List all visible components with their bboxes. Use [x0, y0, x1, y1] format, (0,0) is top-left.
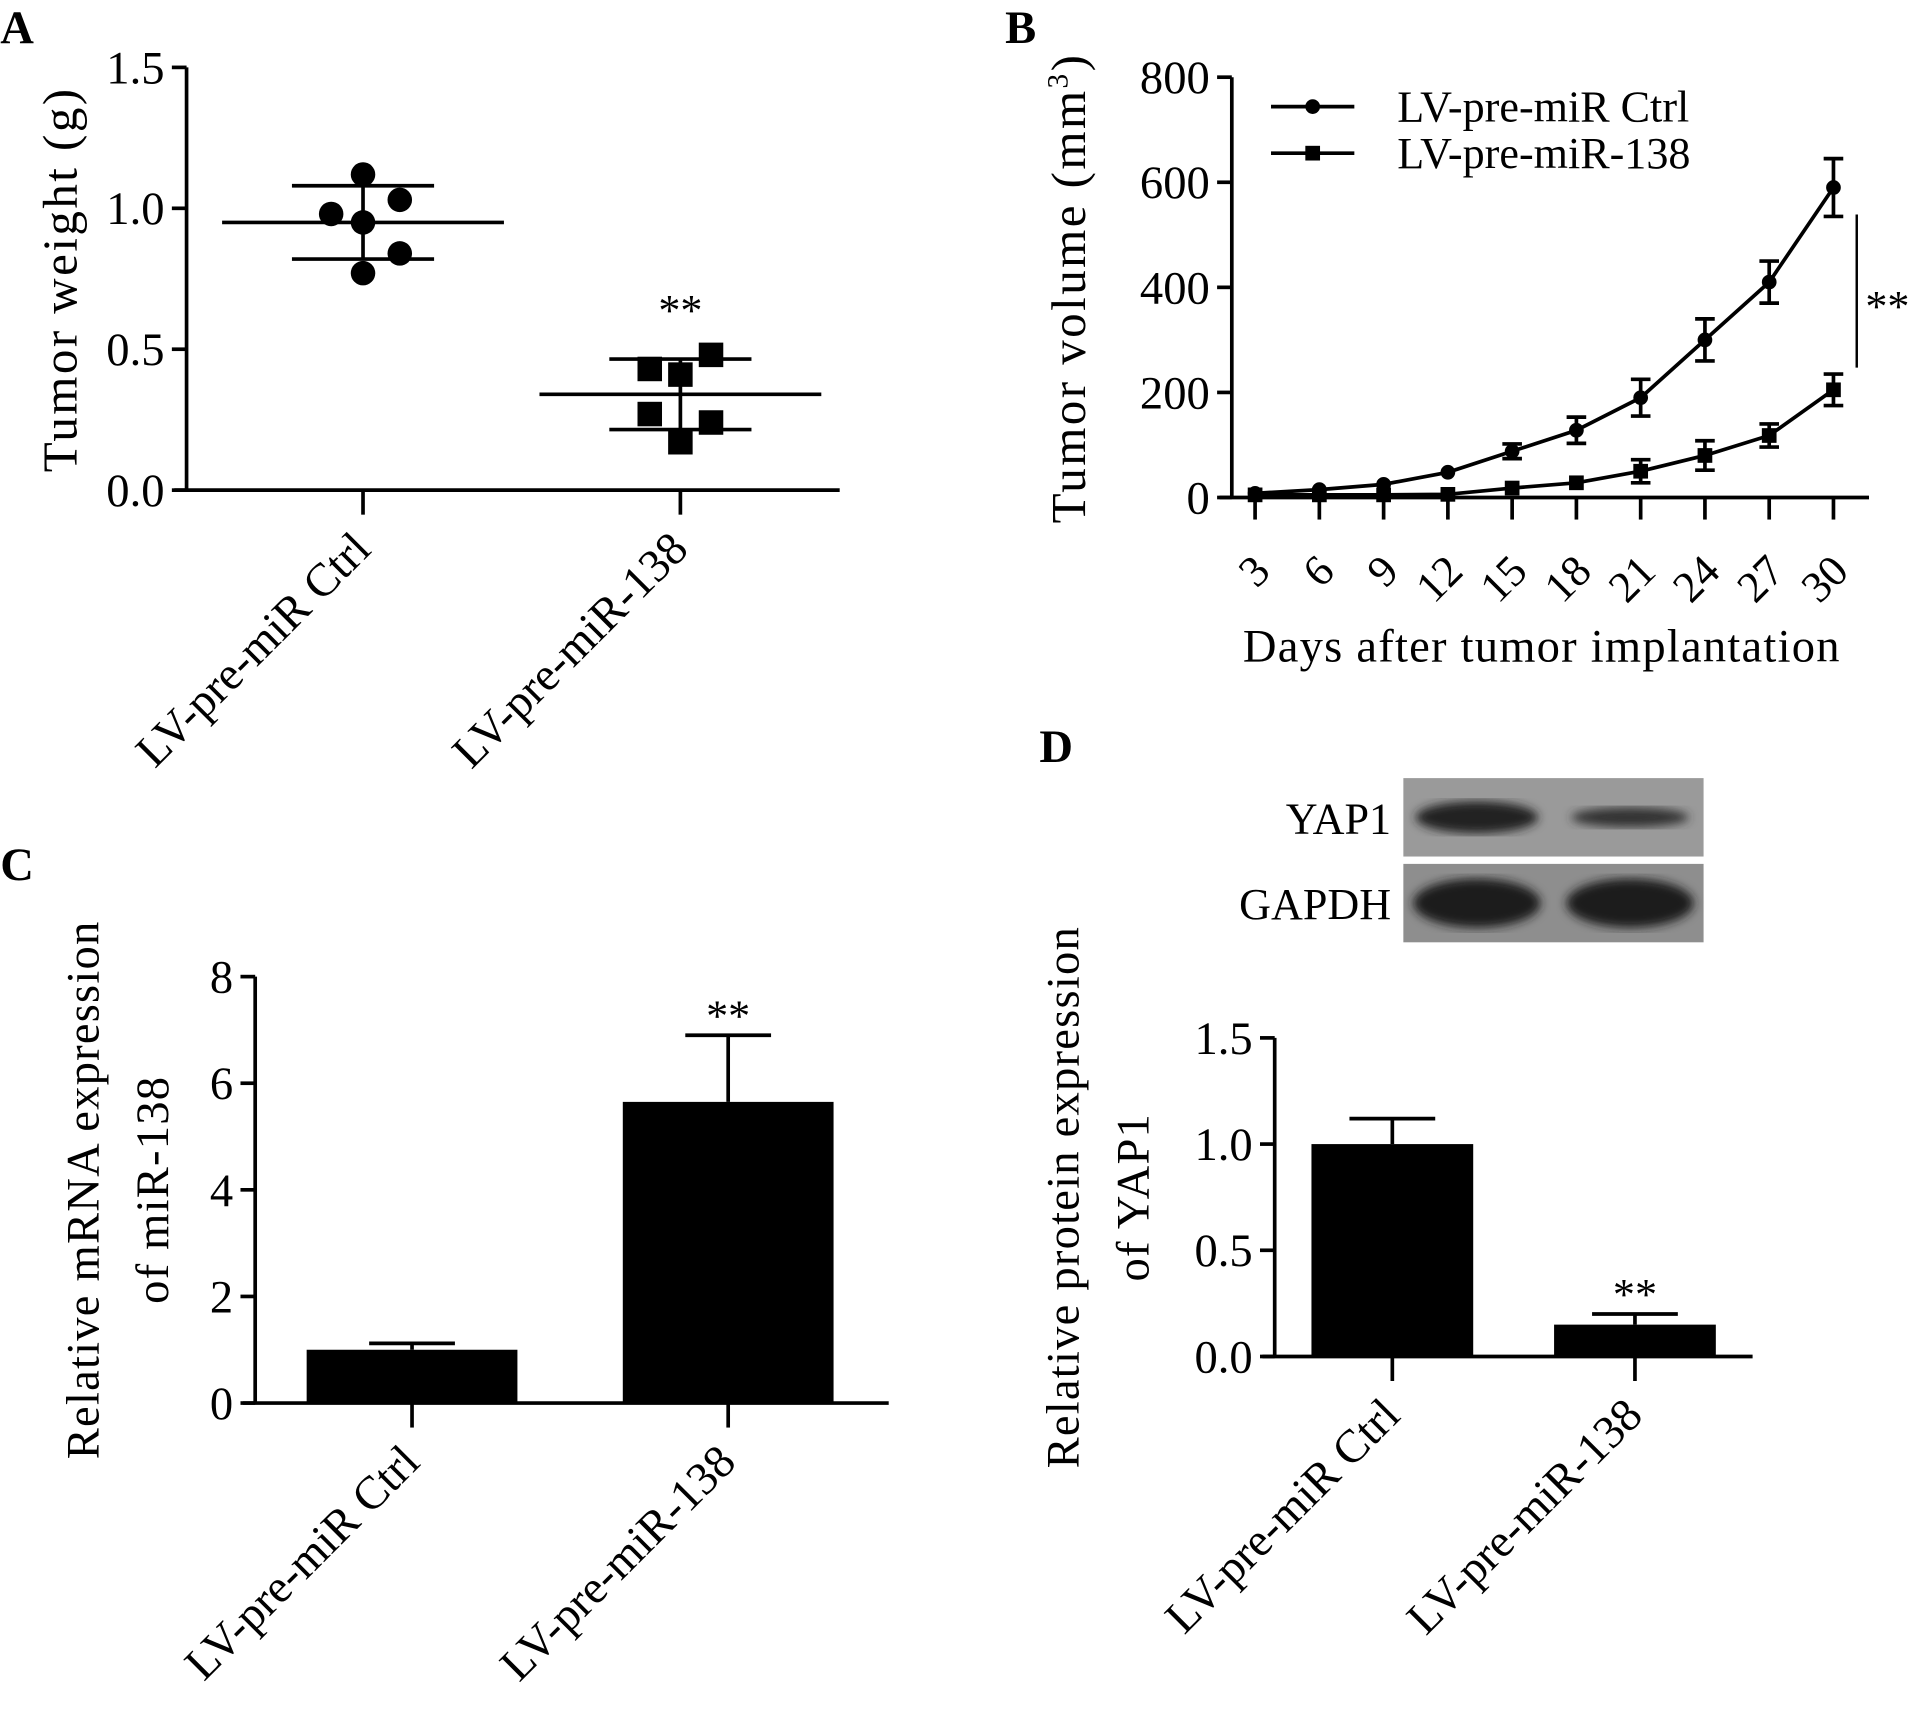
blot-label-gapdh: GAPDH — [1239, 880, 1391, 929]
y-tick-label: 0.5 — [1194, 1226, 1252, 1277]
blot-band-gapdh-ctrl — [1413, 878, 1541, 928]
y-tick-label: 2 — [210, 1272, 233, 1323]
panel-label-a: A — [0, 3, 34, 54]
x-tick-label: 18 — [1535, 546, 1601, 612]
panel-label-d: D — [1039, 722, 1073, 773]
significance-marker: ** — [706, 991, 750, 1040]
x-tick-label: 3 — [1229, 546, 1279, 596]
western-blot: YAP1 GAPDH — [1239, 778, 1704, 943]
panel-label-b: B — [1005, 3, 1036, 54]
data-point — [350, 260, 376, 286]
bar — [1311, 1144, 1474, 1357]
y-tick-label: 800 — [1140, 53, 1210, 104]
data-point — [1376, 487, 1391, 503]
y-tick-label: 1.0 — [1194, 1120, 1252, 1171]
data-point — [637, 401, 663, 427]
y-tick-label: 0.0 — [106, 466, 164, 517]
data-point — [1633, 463, 1649, 479]
x-tick-label: LV-pre-miR Ctrl — [1156, 1389, 1410, 1643]
legend-label: LV-pre-miR Ctrl — [1397, 82, 1689, 131]
significance-marker: ** — [1613, 1270, 1657, 1319]
y-tick-label: 200 — [1140, 368, 1210, 419]
y-axis-label-part: 3 — [1043, 71, 1075, 88]
x-tick-label: 21 — [1599, 546, 1665, 612]
x-tick-label: 6 — [1293, 546, 1343, 596]
data-point — [698, 342, 724, 368]
y-axis-label: Tumor volume (mm3) — [1041, 53, 1096, 524]
data-point — [1440, 464, 1456, 480]
legend-label: LV-pre-miR-138 — [1397, 129, 1690, 178]
x-tick-label: 12 — [1406, 546, 1472, 612]
legend-marker — [1305, 99, 1321, 114]
x-tick-label: 27 — [1728, 546, 1794, 612]
y-axis-label: of YAP1 — [1108, 1113, 1159, 1282]
significance-marker: ** — [1865, 282, 1909, 331]
y-tick-label: 4 — [210, 1166, 233, 1217]
data-point — [1504, 443, 1520, 459]
y-tick-label: 0.0 — [1194, 1332, 1252, 1383]
blot-label-yap1: YAP1 — [1286, 794, 1391, 843]
y-axis-label: Relative protein expression — [1039, 926, 1090, 1468]
y-tick-label: 6 — [210, 1059, 233, 1110]
bar — [622, 1101, 834, 1404]
data-point — [1569, 422, 1584, 438]
y-tick-label: 400 — [1140, 263, 1210, 314]
data-point — [387, 187, 413, 213]
blot-band-yap1-138 — [1571, 807, 1689, 828]
x-tick-label: LV-pre-miR Ctrl — [176, 1436, 430, 1690]
series-line — [1255, 388, 1835, 497]
x-tick-label: LV-pre-miR-138 — [443, 523, 698, 778]
data-point — [1440, 486, 1456, 502]
x-tick-label: 24 — [1663, 546, 1729, 612]
y-tick-label: 1.0 — [106, 184, 164, 235]
y-tick-label: 8 — [210, 953, 233, 1004]
series-line — [1254, 186, 1835, 496]
bar — [306, 1349, 518, 1404]
data-point — [350, 162, 376, 187]
y-tick-label: 0 — [1186, 473, 1209, 524]
y-axis-label: Relative mRNA expression — [58, 920, 109, 1459]
data-point — [1697, 332, 1713, 348]
data-point — [1312, 487, 1327, 503]
data-point — [668, 429, 693, 455]
data-point — [1761, 428, 1777, 443]
data-point — [318, 201, 344, 227]
y-axis-label: of miR-138 — [128, 1076, 179, 1304]
x-axis-label: Days after tumor implantation — [1243, 622, 1841, 673]
data-point — [1826, 382, 1841, 398]
legend-marker — [1305, 145, 1321, 161]
x-tick-label: LV-pre-miR-138 — [1398, 1389, 1653, 1644]
panel-a-chart: 0.0 0.5 1.0 1.5 Tumor weight (g) LV-pre-miR C… — [32, 43, 840, 778]
data-point — [1633, 390, 1649, 406]
x-tick-label: 15 — [1471, 546, 1537, 612]
data-point — [1761, 274, 1777, 290]
data-point — [1504, 480, 1520, 496]
significance-marker: ** — [658, 286, 702, 335]
y-axis-label-part: Tumor volume (mm — [1041, 88, 1096, 523]
panel-d-chart: ** 0.0 0.5 1.0 1.5 LV-pre-miR CtrlLV-pre-miR-… — [1039, 926, 1753, 1644]
x-tick-label: 30 — [1792, 546, 1858, 612]
data-point — [387, 241, 413, 266]
x-tick-label: LV-pre-miR-138 — [491, 1436, 746, 1691]
y-axis-label: Tumor weight (g) — [32, 86, 87, 472]
data-point — [1826, 180, 1841, 195]
data-point — [1569, 475, 1584, 491]
y-tick-label: 0.5 — [106, 325, 164, 376]
y-tick-label: 600 — [1140, 158, 1210, 209]
blot-band-yap1-ctrl — [1415, 801, 1539, 834]
bar — [1554, 1324, 1716, 1357]
blot-band-gapdh-138 — [1566, 878, 1694, 928]
y-tick-label: 1.5 — [106, 43, 164, 94]
x-tick-label: 9 — [1358, 546, 1408, 596]
panel-c-chart: ** 0 2 4 6 8 LV-pre-miR Ctrl LV-pre-miR-138 Rela… — [58, 920, 889, 1691]
y-tick-label: 0 — [210, 1379, 233, 1430]
y-tick-label: 1.5 — [1194, 1014, 1252, 1065]
x-tick-label: LV-pre-miR Ctrl — [127, 523, 381, 777]
data-point — [1697, 448, 1713, 463]
y-axis-label-part: ) — [1041, 53, 1096, 72]
data-point — [1247, 487, 1263, 503]
panel-label-c: C — [0, 840, 34, 891]
